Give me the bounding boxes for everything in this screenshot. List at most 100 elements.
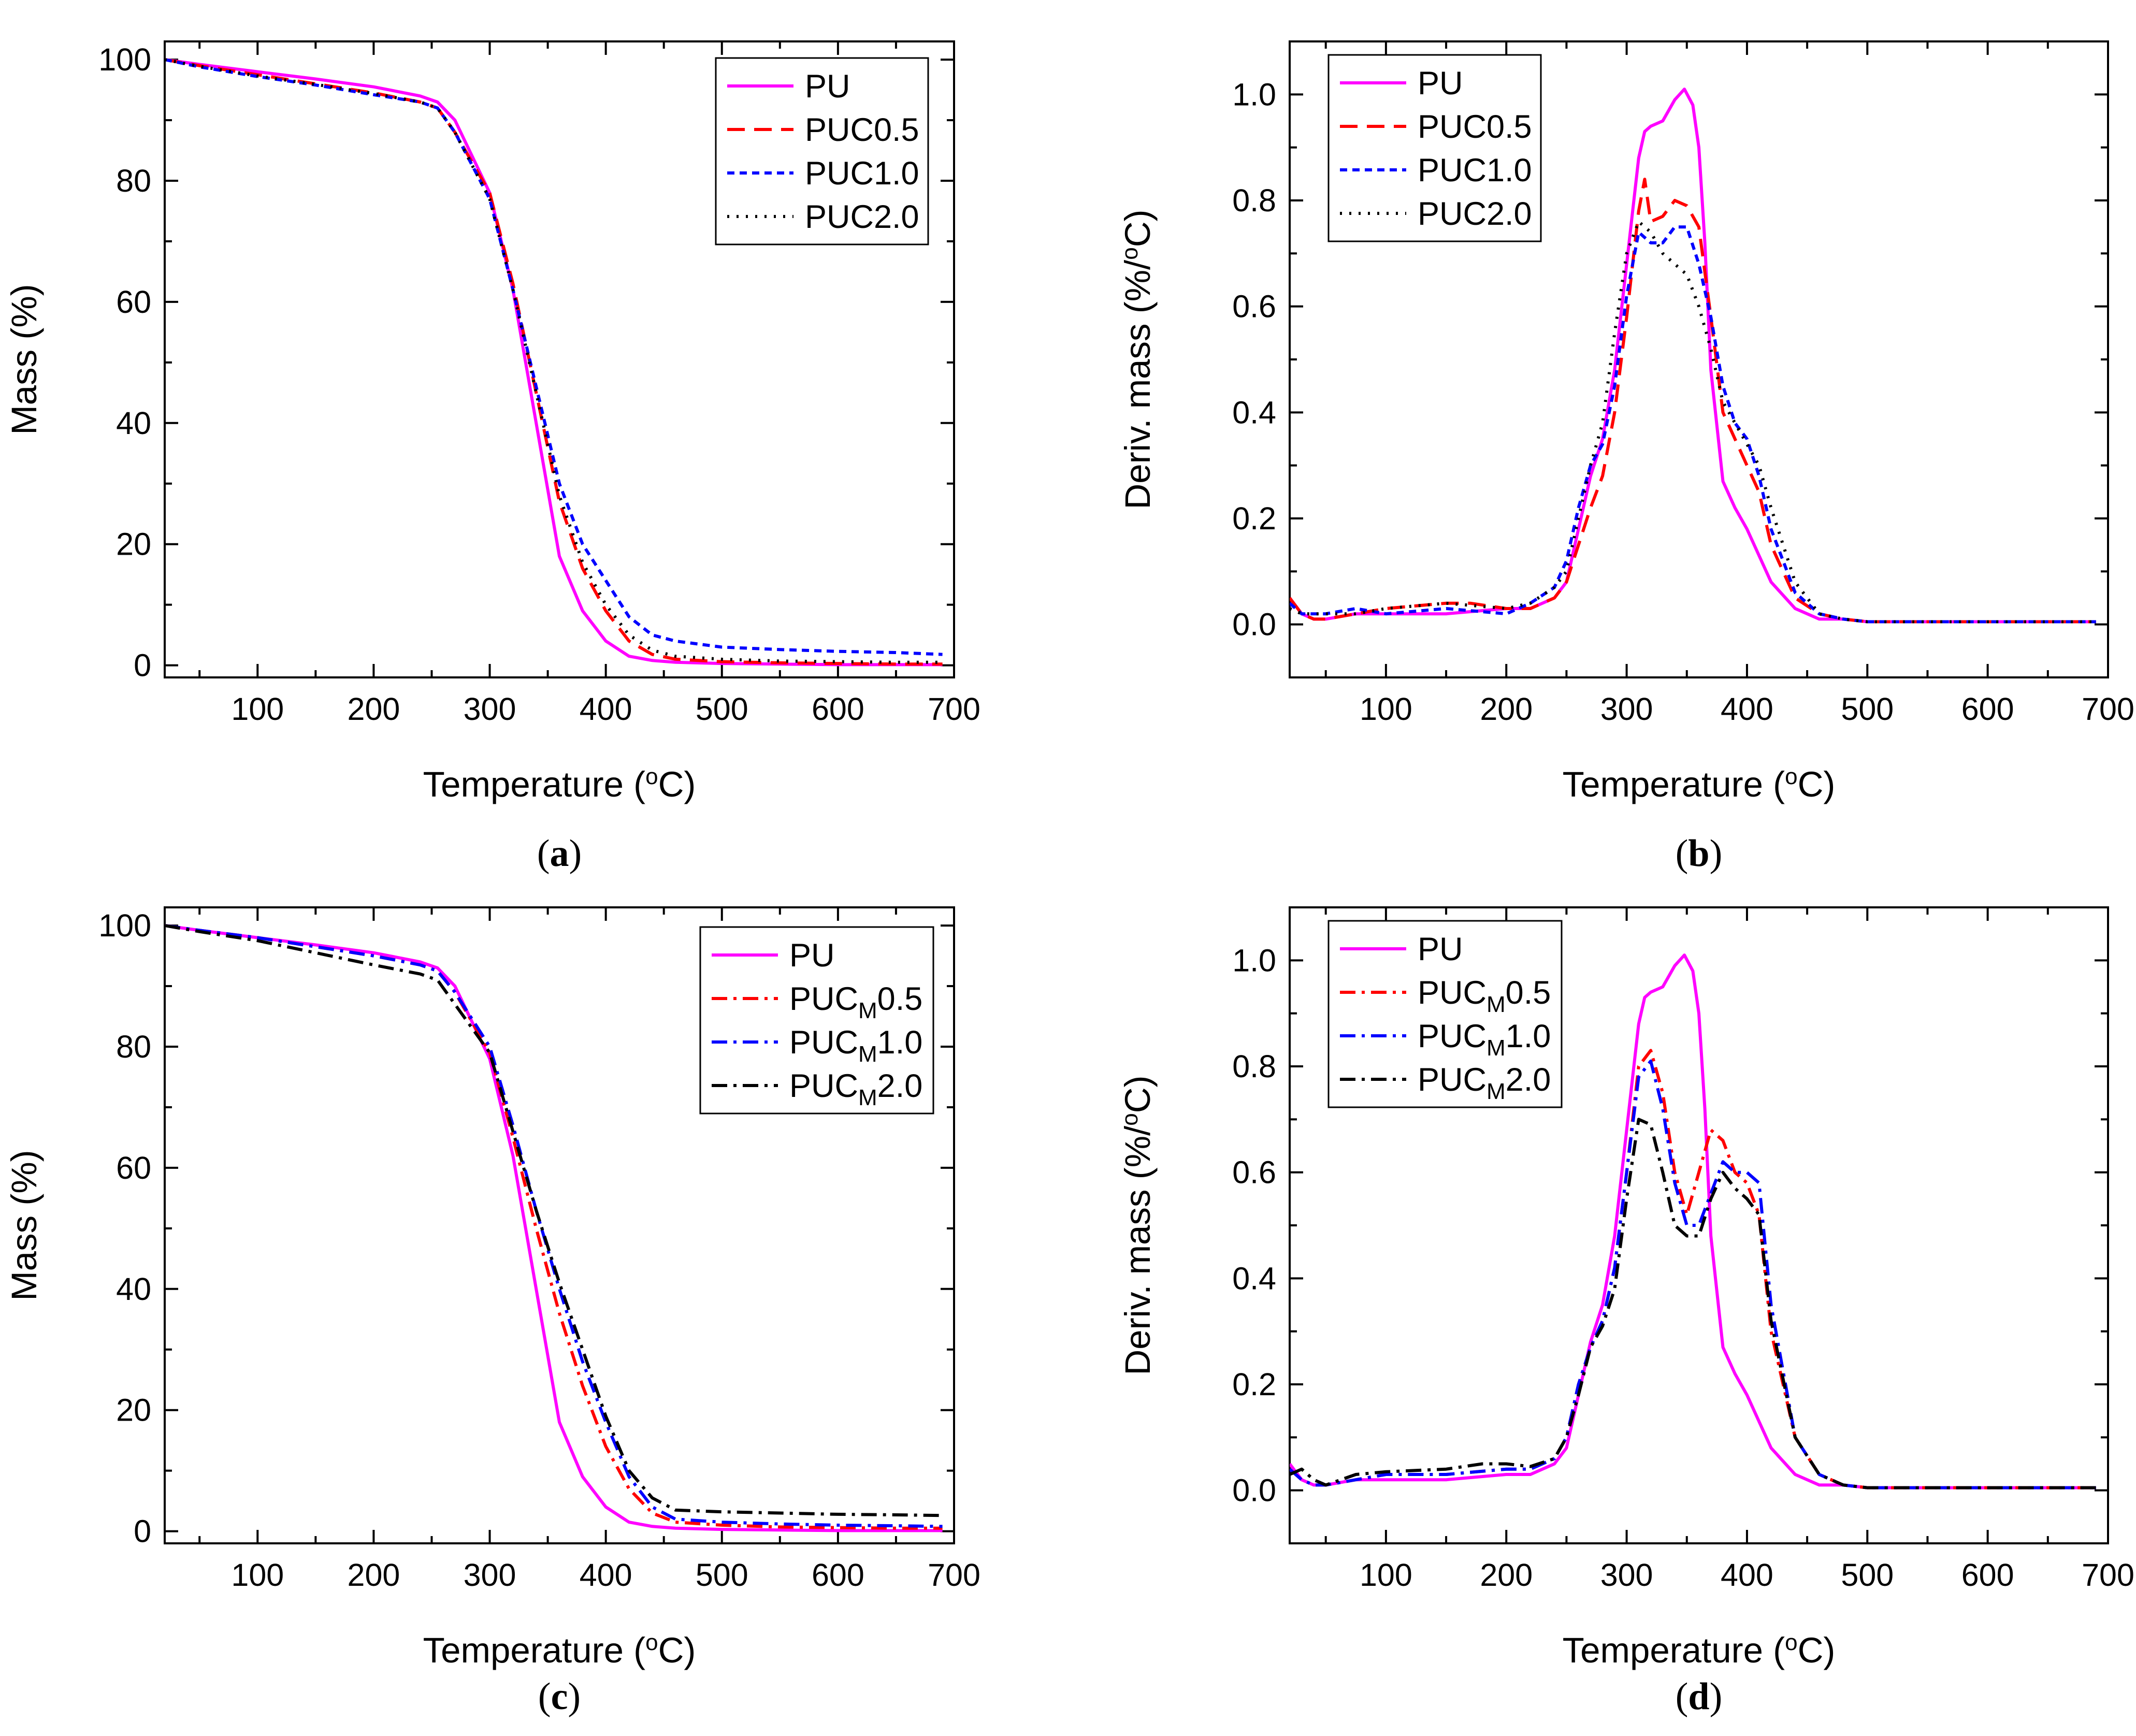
panel-label: (d) bbox=[1676, 1675, 1722, 1718]
degree-sign: o bbox=[1785, 1630, 1797, 1655]
y-axis-title-text: Deriv. mass (%/ bbox=[1118, 259, 1158, 510]
x-tick-label: 500 bbox=[696, 1557, 748, 1593]
y-tick-label: 0 bbox=[134, 648, 151, 683]
legend-entry: PUC1.0 bbox=[1418, 152, 1532, 189]
y-tick-label: 60 bbox=[116, 1150, 151, 1185]
x-tick-label: 200 bbox=[1480, 1557, 1533, 1593]
x-axis-title-text: Temperature ( bbox=[423, 1630, 646, 1670]
x-tick-label: 100 bbox=[1360, 1557, 1412, 1593]
y-tick-label: 0.0 bbox=[1232, 1473, 1276, 1508]
x-axis-unit: C) bbox=[658, 764, 696, 804]
y-tick-label: 0.0 bbox=[1232, 607, 1276, 642]
legend-entry-subscript: M bbox=[1486, 992, 1506, 1017]
series-line-pu bbox=[1290, 88, 2096, 624]
x-tick-label: 400 bbox=[580, 1557, 632, 1593]
x-tick-label: 500 bbox=[696, 691, 748, 727]
legend-entry-subscript: M bbox=[858, 998, 877, 1023]
y-axis-title: Deriv. mass (%/oC) bbox=[1117, 1075, 1158, 1375]
legend-entry: PUCM0.5 bbox=[789, 981, 922, 1023]
legend-entry-subscript: M bbox=[858, 1041, 877, 1067]
legend-entry: PUCM2.0 bbox=[1418, 1062, 1551, 1104]
legend-entry-name: PUC1.0 bbox=[805, 155, 919, 192]
x-tick-label: 200 bbox=[1480, 691, 1533, 727]
chart-panel-a: 100 200 300 400 500 600 700 0 20 40 60 80 100 Tempera… bbox=[4, 40, 980, 875]
x-tick-label: 500 bbox=[1841, 691, 1894, 727]
series-group bbox=[165, 924, 943, 1532]
y-tick-label: 20 bbox=[116, 1393, 151, 1428]
legend-box bbox=[1327, 54, 1542, 242]
legend-entry: PUCM0.5 bbox=[1418, 975, 1551, 1017]
x-tick-label: 100 bbox=[231, 691, 284, 727]
x-tick-label: 600 bbox=[812, 691, 864, 727]
x-tick-label: 700 bbox=[2082, 691, 2134, 727]
legend-entry: PUC2.0 bbox=[1418, 196, 1532, 232]
x-axis-unit: C) bbox=[658, 1630, 696, 1670]
legend-entry: PUCM1.0 bbox=[789, 1024, 922, 1067]
x-tick-label: 200 bbox=[348, 691, 400, 727]
y-tick-label: 80 bbox=[116, 1029, 151, 1064]
legend-entry-suffix: 1.0 bbox=[877, 1024, 923, 1061]
series-line-puc2-0 bbox=[165, 58, 943, 664]
degree-sign: o bbox=[1117, 247, 1143, 259]
x-tick-label: 600 bbox=[1961, 1557, 2014, 1593]
y-tick-label: 0.2 bbox=[1232, 501, 1276, 536]
x-tick-label: 300 bbox=[464, 691, 516, 727]
series-line-pucm2-0 bbox=[1290, 1118, 2096, 1489]
x-tick-label: 400 bbox=[1721, 691, 1773, 727]
series-line-puc0-5 bbox=[165, 58, 943, 666]
y-tick-label: 100 bbox=[98, 908, 151, 943]
x-axis-title-text: Temperature ( bbox=[423, 764, 646, 804]
series-line-puc1-0 bbox=[165, 58, 943, 656]
legend-entry: PU bbox=[1418, 931, 1463, 967]
y-tick-label: 80 bbox=[116, 163, 151, 198]
legend-entry-suffix: 1.0 bbox=[1506, 1018, 1551, 1054]
legend-box bbox=[699, 926, 934, 1115]
legend-entry: PU bbox=[789, 937, 835, 974]
x-axis-title: Temperature (oC) bbox=[423, 764, 696, 805]
legend-entry-name: PUC bbox=[1418, 975, 1486, 1011]
x-tick-label: 400 bbox=[1721, 1557, 1773, 1593]
chart-panel-c: 100 200 300 400 500 600 700 0 20 40 60 80 100 Tempera… bbox=[4, 906, 980, 1718]
legend-entry-name: PUC2.0 bbox=[1418, 196, 1532, 232]
legend-entry-name: PU bbox=[805, 68, 850, 105]
y-axis-title: Deriv. mass (%/oC) bbox=[1117, 209, 1158, 509]
x-tick-label: 400 bbox=[580, 691, 632, 727]
series-line-pucm2-0 bbox=[165, 924, 943, 1517]
y-tick-label: 40 bbox=[116, 406, 151, 441]
y-tick-label: 1.0 bbox=[1232, 77, 1276, 112]
legend-entry-name: PU bbox=[1418, 931, 1463, 967]
series-line-pucm0-5 bbox=[165, 924, 943, 1530]
x-tick-label: 500 bbox=[1841, 1557, 1894, 1593]
legend: PU PUC0.5 PUC1.0 PUC2.0 bbox=[715, 57, 929, 245]
y-axis-unit: C) bbox=[1118, 1075, 1158, 1113]
x-axis-title-text: Temperature ( bbox=[1563, 764, 1785, 804]
degree-sign: o bbox=[645, 764, 658, 789]
legend-entry: PUC1.0 bbox=[805, 155, 919, 192]
legend-entry-name: PU bbox=[789, 937, 835, 974]
series-line-pu bbox=[1290, 953, 2096, 1489]
legend-entry-name: PUC bbox=[789, 1024, 858, 1061]
y-tick-label: 0.4 bbox=[1232, 395, 1276, 430]
legend-entry-name: PUC bbox=[789, 1068, 858, 1104]
series-group bbox=[165, 58, 943, 667]
x-tick-label: 200 bbox=[348, 1557, 400, 1593]
series-line-puc2-0 bbox=[1290, 220, 2096, 624]
legend-entry-name: PUC0.5 bbox=[1418, 109, 1532, 145]
y-tick-label: 1.0 bbox=[1232, 943, 1276, 978]
legend-entry-suffix: 2.0 bbox=[1506, 1062, 1551, 1098]
y-tick-label: 100 bbox=[98, 42, 151, 77]
series-line-pucm1-0 bbox=[1290, 1059, 2096, 1489]
legend-entry-name: PUC2.0 bbox=[805, 199, 919, 235]
x-axis-title: Temperature (oC) bbox=[1563, 1630, 1836, 1671]
y-tick-label: 0.8 bbox=[1232, 183, 1276, 218]
series-line-pucm0-5 bbox=[1290, 1049, 2096, 1489]
y-axis-title: Mass (%) bbox=[4, 284, 44, 435]
y-tick-label: 0.6 bbox=[1232, 289, 1276, 324]
x-tick-label: 700 bbox=[2082, 1557, 2134, 1593]
series-line-pu bbox=[165, 924, 943, 1532]
legend-box bbox=[715, 57, 929, 245]
chart-panel-b: 100 200 300 400 500 600 700 0.0 0.2 0.4 0.6 0.8 1.0 T… bbox=[1117, 40, 2134, 875]
series-group bbox=[1290, 88, 2096, 624]
